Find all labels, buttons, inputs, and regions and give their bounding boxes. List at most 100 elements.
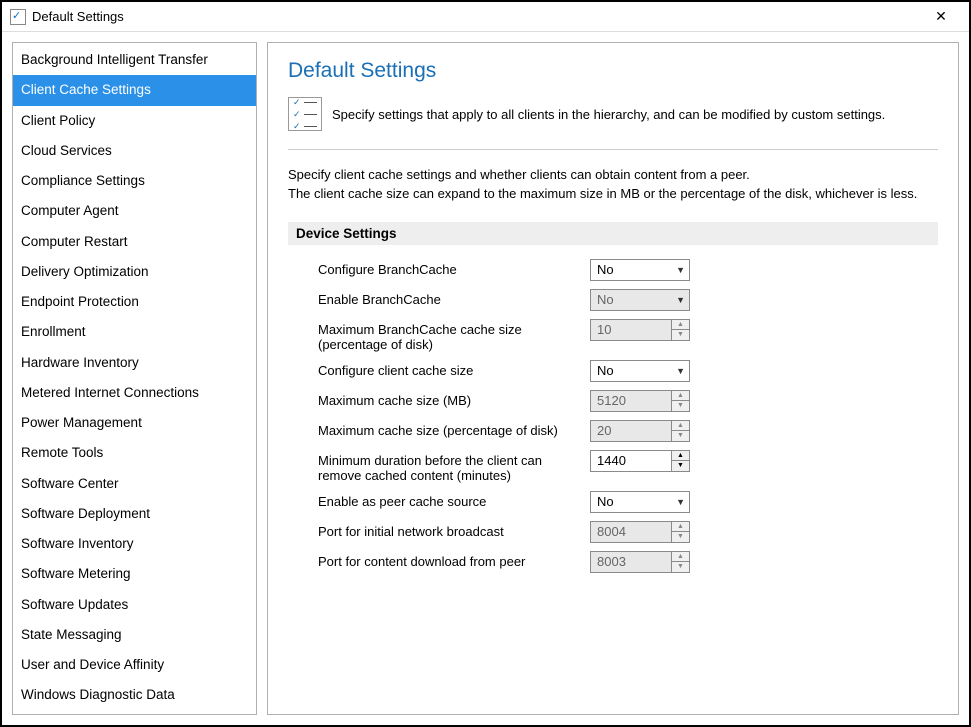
spinner-up-button: ▲ bbox=[672, 391, 689, 402]
setting-label: Enable BranchCache bbox=[318, 289, 578, 307]
dropdown[interactable]: No▼ bbox=[590, 360, 690, 382]
spinner-up-button: ▲ bbox=[672, 522, 689, 533]
setting-row: Maximum cache size (MB)5120▲▼ bbox=[288, 386, 938, 416]
spinner-down-button: ▼ bbox=[672, 401, 689, 411]
separator bbox=[288, 149, 938, 150]
dropdown[interactable]: No▼ bbox=[590, 259, 690, 281]
spinner-input: 5120▲▼ bbox=[590, 390, 690, 412]
checklist-icon: ✓ ✓ ✓ bbox=[288, 97, 322, 131]
dropdown[interactable]: No▼ bbox=[590, 491, 690, 513]
setting-row: Configure BranchCache No▼ bbox=[288, 255, 938, 285]
sidebar-item[interactable]: State Messaging bbox=[13, 620, 256, 650]
setting-label: Port for initial network broadcast bbox=[318, 521, 578, 539]
setting-control: No▼ bbox=[590, 289, 700, 311]
setting-control: 10▲▼ bbox=[590, 319, 700, 341]
setting-label: Configure client cache size bbox=[318, 360, 578, 378]
setting-row: Configure client cache size No▼ bbox=[288, 356, 938, 386]
spinner-up-button[interactable]: ▲ bbox=[672, 451, 689, 462]
spinner-down-button: ▼ bbox=[672, 562, 689, 572]
description: Specify client cache settings and whethe… bbox=[288, 166, 938, 204]
sidebar-item[interactable]: Software Updates bbox=[13, 590, 256, 620]
sidebar-item[interactable]: User and Device Affinity bbox=[13, 650, 256, 680]
sidebar-item[interactable]: Computer Restart bbox=[13, 227, 256, 257]
spinner-value: 8004 bbox=[591, 522, 671, 542]
close-button[interactable]: ✕ bbox=[921, 3, 961, 31]
setting-row: Maximum BranchCache cache size (percenta… bbox=[288, 315, 938, 356]
setting-control: No▼ bbox=[590, 259, 700, 281]
spinner-down-button: ▼ bbox=[672, 431, 689, 441]
intro-row: ✓ ✓ ✓ Specify settings that apply to all… bbox=[288, 97, 938, 131]
setting-label: Enable as peer cache source bbox=[318, 491, 578, 509]
setting-label: Minimum duration before the client can r… bbox=[318, 450, 578, 483]
spinner-buttons: ▲▼ bbox=[671, 451, 689, 471]
setting-label: Maximum BranchCache cache size (percenta… bbox=[318, 319, 578, 352]
setting-row: Port for content download from peer 8003▲… bbox=[288, 547, 938, 577]
description-line2: The client cache size can expand to the … bbox=[288, 186, 917, 201]
page-title: Default Settings bbox=[288, 59, 938, 83]
section-header: Device Settings bbox=[288, 222, 938, 245]
spinner-input: 8004▲▼ bbox=[590, 521, 690, 543]
spinner-up-button: ▲ bbox=[672, 421, 689, 432]
dropdown-value: No bbox=[597, 292, 676, 307]
sidebar-item[interactable]: Client Policy bbox=[13, 106, 256, 136]
dropdown-value: No bbox=[597, 363, 676, 378]
setting-label: Port for content download from peer bbox=[318, 551, 578, 569]
sidebar-item[interactable]: Background Intelligent Transfer bbox=[13, 45, 256, 75]
setting-control: No▼ bbox=[590, 491, 700, 513]
sidebar: Background Intelligent TransferClient Ca… bbox=[12, 42, 257, 715]
setting-control: 8003▲▼ bbox=[590, 551, 700, 573]
spinner-buttons: ▲▼ bbox=[671, 552, 689, 572]
setting-control: 20▲▼ bbox=[590, 420, 700, 442]
spinner-buttons: ▲▼ bbox=[671, 320, 689, 340]
spinner-down-button: ▼ bbox=[672, 330, 689, 340]
spinner-input: 20▲▼ bbox=[590, 420, 690, 442]
sidebar-item[interactable]: Software Deployment bbox=[13, 499, 256, 529]
sidebar-item[interactable]: Power Management bbox=[13, 408, 256, 438]
window-title: Default Settings bbox=[32, 9, 921, 24]
spinner-input: 10▲▼ bbox=[590, 319, 690, 341]
content-area: Background Intelligent TransferClient Ca… bbox=[2, 32, 969, 725]
spinner-value[interactable]: 1440 bbox=[591, 451, 671, 471]
setting-row: Maximum cache size (percentage of disk) 2… bbox=[288, 416, 938, 446]
spinner-buttons: ▲▼ bbox=[671, 391, 689, 411]
sidebar-item[interactable]: Windows Diagnostic Data bbox=[13, 680, 256, 710]
sidebar-item[interactable]: Software Metering bbox=[13, 559, 256, 589]
sidebar-item[interactable]: Delivery Optimization bbox=[13, 257, 256, 287]
main-panel: Default Settings ✓ ✓ ✓ Specify settings … bbox=[267, 42, 959, 715]
dropdown: No▼ bbox=[590, 289, 690, 311]
chevron-down-icon: ▼ bbox=[676, 295, 685, 305]
setting-row: Minimum duration before the client can r… bbox=[288, 446, 938, 487]
setting-label: Configure BranchCache bbox=[318, 259, 578, 277]
titlebar: Default Settings ✕ bbox=[2, 2, 969, 32]
chevron-down-icon: ▼ bbox=[676, 366, 685, 376]
sidebar-item[interactable]: Enrollment bbox=[13, 317, 256, 347]
chevron-down-icon: ▼ bbox=[676, 497, 685, 507]
spinner-buttons: ▲▼ bbox=[671, 522, 689, 542]
sidebar-item[interactable]: Hardware Inventory bbox=[13, 348, 256, 378]
setting-control: No▼ bbox=[590, 360, 700, 382]
intro-text: Specify settings that apply to all clien… bbox=[332, 107, 885, 122]
dropdown-value: No bbox=[597, 262, 676, 277]
sidebar-item[interactable]: Remote Tools bbox=[13, 438, 256, 468]
sidebar-item[interactable]: Client Cache Settings bbox=[13, 75, 256, 105]
sidebar-item[interactable]: Metered Internet Connections bbox=[13, 378, 256, 408]
settings-table: Configure BranchCacheNo▼Enable BranchCac… bbox=[288, 255, 938, 577]
sidebar-item[interactable]: Compliance Settings bbox=[13, 166, 256, 196]
setting-control: 1440▲▼ bbox=[590, 450, 700, 472]
spinner-down-button[interactable]: ▼ bbox=[672, 461, 689, 471]
app-icon bbox=[10, 9, 26, 25]
sidebar-item[interactable]: Software Inventory bbox=[13, 529, 256, 559]
spinner-input[interactable]: 1440▲▼ bbox=[590, 450, 690, 472]
spinner-value: 20 bbox=[591, 421, 671, 441]
dialog-window: Default Settings ✕ Background Intelligen… bbox=[0, 0, 971, 727]
sidebar-item[interactable]: Endpoint Protection bbox=[13, 287, 256, 317]
chevron-down-icon: ▼ bbox=[676, 265, 685, 275]
sidebar-item[interactable]: Computer Agent bbox=[13, 196, 256, 226]
setting-label: Maximum cache size (percentage of disk) bbox=[318, 420, 578, 438]
spinner-value: 5120 bbox=[591, 391, 671, 411]
description-line1: Specify client cache settings and whethe… bbox=[288, 167, 750, 182]
sidebar-item[interactable]: Cloud Services bbox=[13, 136, 256, 166]
setting-row: Enable BranchCache No▼ bbox=[288, 285, 938, 315]
sidebar-item[interactable]: Software Center bbox=[13, 469, 256, 499]
spinner-down-button: ▼ bbox=[672, 532, 689, 542]
